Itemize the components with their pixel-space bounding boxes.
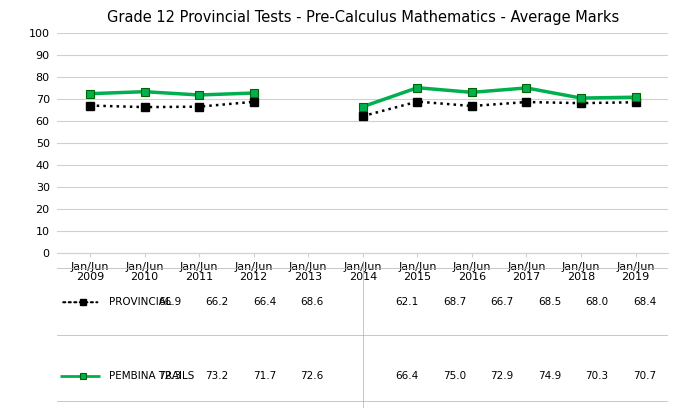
Text: 75.0: 75.0	[443, 371, 466, 381]
Text: 62.1: 62.1	[396, 297, 418, 307]
Text: 72.6: 72.6	[300, 371, 324, 381]
Text: PEMBINA TRAILS: PEMBINA TRAILS	[109, 371, 194, 381]
Text: 66.2: 66.2	[206, 297, 229, 307]
Text: 68.6: 68.6	[300, 297, 324, 307]
Text: PROVINCIAL: PROVINCIAL	[109, 297, 172, 307]
Text: 66.4: 66.4	[253, 297, 276, 307]
Text: 66.4: 66.4	[396, 371, 418, 381]
Text: 68.7: 68.7	[443, 297, 466, 307]
Text: 66.7: 66.7	[491, 297, 514, 307]
Text: 68.5: 68.5	[538, 297, 561, 307]
Text: 72.3: 72.3	[158, 371, 182, 381]
Text: 66.9: 66.9	[158, 297, 182, 307]
Text: 68.0: 68.0	[585, 297, 609, 307]
Text: 70.7: 70.7	[633, 371, 656, 381]
Text: 73.2: 73.2	[206, 371, 229, 381]
Text: 74.9: 74.9	[538, 371, 561, 381]
Title: Grade 12 Provincial Tests - Pre-Calculus Mathematics - Average Marks: Grade 12 Provincial Tests - Pre-Calculus…	[107, 9, 619, 24]
Text: 68.4: 68.4	[633, 297, 656, 307]
Text: 70.3: 70.3	[585, 371, 609, 381]
Text: 71.7: 71.7	[253, 371, 276, 381]
Text: 72.9: 72.9	[491, 371, 514, 381]
